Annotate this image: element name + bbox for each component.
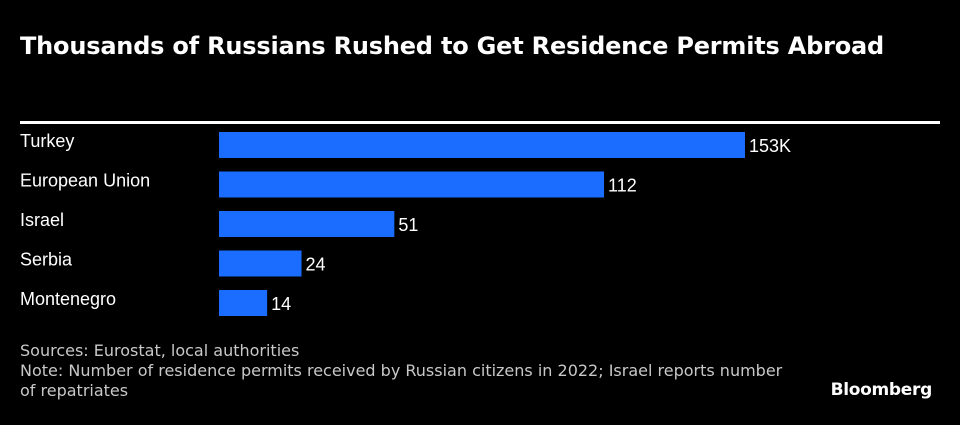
bloomberg-logo: Bloomberg <box>830 380 933 400</box>
value-label: 51 <box>398 215 418 235</box>
chart-title: Thousands of Russians Rushed to Get Resi… <box>20 32 885 60</box>
category-label: Serbia <box>20 250 73 270</box>
value-label: 112 <box>608 176 637 196</box>
category-label: Israel <box>20 210 64 230</box>
title-divider <box>20 121 940 124</box>
value-label: 14 <box>271 294 291 314</box>
note-text: Note: Number of residence permits receiv… <box>20 361 783 400</box>
footnote: Sources: Eurostat, local authorities Not… <box>20 341 800 401</box>
bar <box>219 132 745 158</box>
value-label: 24 <box>306 255 326 275</box>
bar-chart: Turkey 153K European Union 112 Israel 51 Serbi… <box>20 131 791 316</box>
sources-text: Sources: Eurostat, local authorities <box>20 341 300 360</box>
bar <box>219 250 302 277</box>
bar <box>219 290 268 316</box>
bar <box>219 211 395 237</box>
value-label: 153K <box>749 136 791 156</box>
bar <box>219 171 605 198</box>
category-label: Turkey <box>20 131 74 151</box>
category-label: European Union <box>20 171 150 191</box>
category-label: Montenegro <box>20 289 116 309</box>
